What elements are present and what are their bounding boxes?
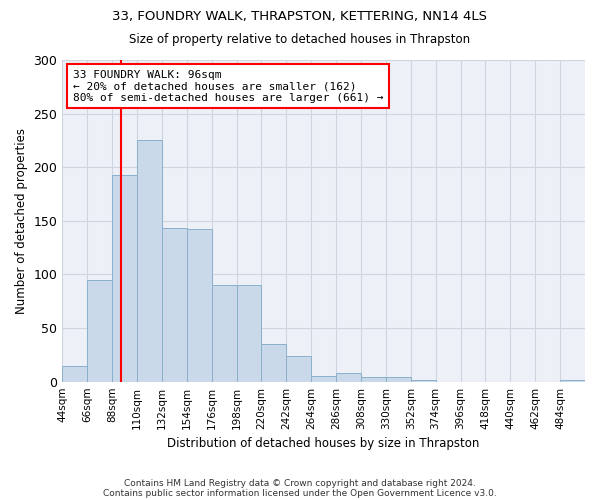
Y-axis label: Number of detached properties: Number of detached properties xyxy=(15,128,28,314)
Bar xyxy=(112,174,137,382)
Bar xyxy=(187,230,212,382)
X-axis label: Distribution of detached houses by size in Thrapston: Distribution of detached houses by size … xyxy=(167,437,480,450)
Bar xyxy=(262,344,286,382)
Bar xyxy=(361,378,386,382)
Bar xyxy=(286,356,311,382)
Text: Contains public sector information licensed under the Open Government Licence v3: Contains public sector information licen… xyxy=(103,488,497,498)
Bar xyxy=(62,366,87,382)
Text: Contains HM Land Registry data © Crown copyright and database right 2024.: Contains HM Land Registry data © Crown c… xyxy=(124,478,476,488)
Text: 33 FOUNDRY WALK: 96sqm
← 20% of detached houses are smaller (162)
80% of semi-de: 33 FOUNDRY WALK: 96sqm ← 20% of detached… xyxy=(73,70,383,103)
Bar xyxy=(386,378,411,382)
Bar xyxy=(137,140,162,382)
Bar xyxy=(311,376,336,382)
Bar xyxy=(560,380,585,382)
Bar xyxy=(162,228,187,382)
Bar xyxy=(212,285,236,382)
Bar xyxy=(236,285,262,382)
Text: 33, FOUNDRY WALK, THRAPSTON, KETTERING, NN14 4LS: 33, FOUNDRY WALK, THRAPSTON, KETTERING, … xyxy=(113,10,487,23)
Bar xyxy=(411,380,436,382)
Bar xyxy=(87,280,112,382)
Bar xyxy=(336,373,361,382)
Text: Size of property relative to detached houses in Thrapston: Size of property relative to detached ho… xyxy=(130,32,470,46)
